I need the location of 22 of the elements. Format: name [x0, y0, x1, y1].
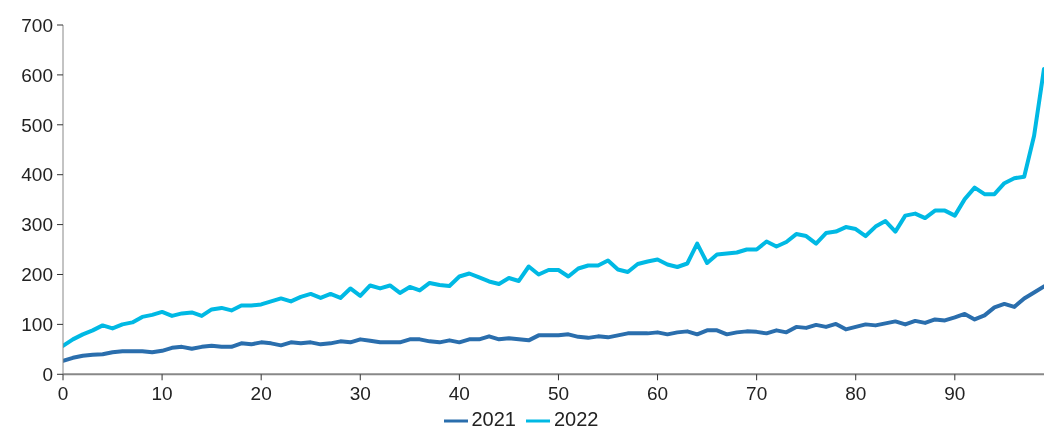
x-tick-label: 0 [57, 382, 69, 404]
legend-label: 2021 [471, 408, 516, 431]
y-tick-label: 200 [21, 264, 53, 286]
x-tick-label: 30 [349, 382, 371, 404]
y-tick-label: 0 [42, 364, 53, 386]
line-series [63, 284, 1044, 363]
y-tick-label: 600 [21, 64, 53, 86]
y-tick-label: 700 [21, 14, 53, 36]
legend-label: 2022 [554, 408, 599, 431]
line-series [63, 66, 1044, 348]
x-tick-label: 20 [250, 382, 272, 404]
x-tick-label: 40 [448, 382, 470, 404]
x-tick-label: 80 [845, 382, 867, 404]
y-tick-label: 500 [21, 114, 53, 136]
x-tick-label: 50 [547, 382, 570, 404]
x-tick-label: 10 [151, 382, 173, 404]
x-tick-label: 60 [646, 382, 669, 404]
y-tick-label: 300 [21, 214, 53, 236]
y-tick-label: 100 [21, 314, 53, 336]
x-tick-label: 90 [944, 382, 966, 404]
y-tick-label: 400 [21, 164, 53, 186]
x-tick-label: 70 [746, 382, 768, 404]
